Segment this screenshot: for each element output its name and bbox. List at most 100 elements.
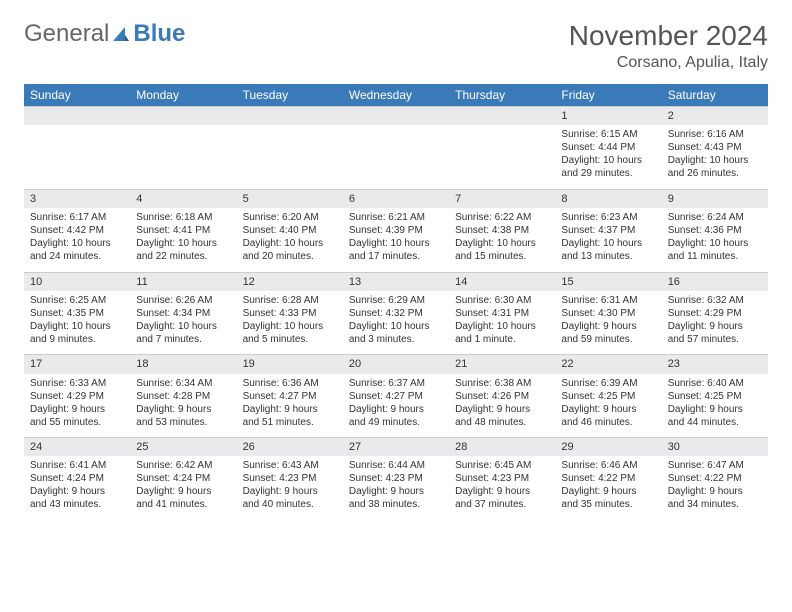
day-detail-cell: Sunrise: 6:29 AMSunset: 4:32 PMDaylight:… — [343, 291, 449, 355]
day-detail-cell: Sunrise: 6:21 AMSunset: 4:39 PMDaylight:… — [343, 208, 449, 272]
sunset-text: Sunset: 4:41 PM — [136, 224, 230, 237]
sunset-text: Sunset: 4:34 PM — [136, 307, 230, 320]
sunset-text: Sunset: 4:39 PM — [349, 224, 443, 237]
day-number-cell: 11 — [130, 272, 236, 291]
daylight-text: Daylight: 10 hours and 20 minutes. — [243, 237, 337, 263]
day-number-cell: 5 — [237, 189, 343, 208]
sunset-text: Sunset: 4:32 PM — [349, 307, 443, 320]
sunrise-text: Sunrise: 6:20 AM — [243, 211, 337, 224]
sunset-text: Sunset: 4:25 PM — [561, 390, 655, 403]
daylight-text: Daylight: 9 hours and 43 minutes. — [30, 485, 124, 511]
sunrise-text: Sunrise: 6:24 AM — [668, 211, 762, 224]
sunrise-text: Sunrise: 6:31 AM — [561, 294, 655, 307]
day-detail-cell: Sunrise: 6:34 AMSunset: 4:28 PMDaylight:… — [130, 374, 236, 438]
sunset-text: Sunset: 4:36 PM — [668, 224, 762, 237]
day-number-cell: 9 — [662, 189, 768, 208]
day-detail-cell: Sunrise: 6:41 AMSunset: 4:24 PMDaylight:… — [24, 456, 130, 520]
sunset-text: Sunset: 4:29 PM — [30, 390, 124, 403]
daylight-text: Daylight: 9 hours and 53 minutes. — [136, 403, 230, 429]
day-detail-cell: Sunrise: 6:22 AMSunset: 4:38 PMDaylight:… — [449, 208, 555, 272]
sunrise-text: Sunrise: 6:21 AM — [349, 211, 443, 224]
calendar-header-row: SundayMondayTuesdayWednesdayThursdayFrid… — [24, 84, 768, 107]
sunset-text: Sunset: 4:44 PM — [561, 141, 655, 154]
day-detail-cell: Sunrise: 6:47 AMSunset: 4:22 PMDaylight:… — [662, 456, 768, 520]
day-detail-row: Sunrise: 6:41 AMSunset: 4:24 PMDaylight:… — [24, 456, 768, 520]
day-number-cell: 18 — [130, 355, 236, 374]
sunset-text: Sunset: 4:24 PM — [30, 472, 124, 485]
sunrise-text: Sunrise: 6:17 AM — [30, 211, 124, 224]
sunrise-text: Sunrise: 6:25 AM — [30, 294, 124, 307]
daylight-text: Daylight: 10 hours and 7 minutes. — [136, 320, 230, 346]
day-number-cell: 28 — [449, 438, 555, 457]
day-number-cell: 6 — [343, 189, 449, 208]
day-header: Friday — [555, 84, 661, 107]
day-detail-cell — [449, 125, 555, 189]
day-detail-row: Sunrise: 6:17 AMSunset: 4:42 PMDaylight:… — [24, 208, 768, 272]
day-detail-cell: Sunrise: 6:45 AMSunset: 4:23 PMDaylight:… — [449, 456, 555, 520]
day-detail-cell: Sunrise: 6:33 AMSunset: 4:29 PMDaylight:… — [24, 374, 130, 438]
daylight-text: Daylight: 9 hours and 41 minutes. — [136, 485, 230, 511]
day-number-row: 17181920212223 — [24, 355, 768, 374]
day-header: Saturday — [662, 84, 768, 107]
day-detail-cell: Sunrise: 6:39 AMSunset: 4:25 PMDaylight:… — [555, 374, 661, 438]
logo: General Blue — [24, 20, 185, 48]
sunset-text: Sunset: 4:27 PM — [243, 390, 337, 403]
calendar-table: SundayMondayTuesdayWednesdayThursdayFrid… — [24, 84, 768, 520]
day-detail-cell: Sunrise: 6:24 AMSunset: 4:36 PMDaylight:… — [662, 208, 768, 272]
sunrise-text: Sunrise: 6:26 AM — [136, 294, 230, 307]
sunset-text: Sunset: 4:43 PM — [668, 141, 762, 154]
daylight-text: Daylight: 10 hours and 1 minute. — [455, 320, 549, 346]
sunset-text: Sunset: 4:23 PM — [243, 472, 337, 485]
day-number-cell: 19 — [237, 355, 343, 374]
day-header: Wednesday — [343, 84, 449, 107]
sunset-text: Sunset: 4:37 PM — [561, 224, 655, 237]
sunset-text: Sunset: 4:33 PM — [243, 307, 337, 320]
sunrise-text: Sunrise: 6:37 AM — [349, 377, 443, 390]
day-detail-cell: Sunrise: 6:43 AMSunset: 4:23 PMDaylight:… — [237, 456, 343, 520]
sunset-text: Sunset: 4:22 PM — [668, 472, 762, 485]
day-detail-cell: Sunrise: 6:36 AMSunset: 4:27 PMDaylight:… — [237, 374, 343, 438]
sunset-text: Sunset: 4:27 PM — [349, 390, 443, 403]
day-number-cell: 17 — [24, 355, 130, 374]
day-number-cell: 16 — [662, 272, 768, 291]
daylight-text: Daylight: 9 hours and 46 minutes. — [561, 403, 655, 429]
day-number-row: 24252627282930 — [24, 438, 768, 457]
day-number-cell: 21 — [449, 355, 555, 374]
day-number-cell: 13 — [343, 272, 449, 291]
day-detail-cell: Sunrise: 6:32 AMSunset: 4:29 PMDaylight:… — [662, 291, 768, 355]
title-block: November 2024 Corsano, Apulia, Italy — [569, 20, 768, 72]
daylight-text: Daylight: 10 hours and 24 minutes. — [30, 237, 124, 263]
day-detail-cell: Sunrise: 6:18 AMSunset: 4:41 PMDaylight:… — [130, 208, 236, 272]
day-number-cell: 7 — [449, 189, 555, 208]
sunrise-text: Sunrise: 6:42 AM — [136, 459, 230, 472]
sunrise-text: Sunrise: 6:39 AM — [561, 377, 655, 390]
sunrise-text: Sunrise: 6:23 AM — [561, 211, 655, 224]
sunset-text: Sunset: 4:28 PM — [136, 390, 230, 403]
day-detail-cell: Sunrise: 6:37 AMSunset: 4:27 PMDaylight:… — [343, 374, 449, 438]
sail-icon — [111, 20, 131, 48]
daylight-text: Daylight: 10 hours and 22 minutes. — [136, 237, 230, 263]
day-number-cell: 23 — [662, 355, 768, 374]
sunrise-text: Sunrise: 6:34 AM — [136, 377, 230, 390]
day-number-cell: 2 — [662, 107, 768, 126]
sunset-text: Sunset: 4:40 PM — [243, 224, 337, 237]
day-number-row: 3456789 — [24, 189, 768, 208]
location: Corsano, Apulia, Italy — [569, 54, 768, 72]
day-detail-cell — [130, 125, 236, 189]
daylight-text: Daylight: 10 hours and 13 minutes. — [561, 237, 655, 263]
day-number-cell: 15 — [555, 272, 661, 291]
day-detail-row: Sunrise: 6:25 AMSunset: 4:35 PMDaylight:… — [24, 291, 768, 355]
day-detail-cell: Sunrise: 6:44 AMSunset: 4:23 PMDaylight:… — [343, 456, 449, 520]
daylight-text: Daylight: 10 hours and 26 minutes. — [668, 154, 762, 180]
day-detail-cell: Sunrise: 6:16 AMSunset: 4:43 PMDaylight:… — [662, 125, 768, 189]
day-number-cell: 30 — [662, 438, 768, 457]
day-number-row: 12 — [24, 107, 768, 126]
daylight-text: Daylight: 9 hours and 38 minutes. — [349, 485, 443, 511]
sunrise-text: Sunrise: 6:36 AM — [243, 377, 337, 390]
day-detail-row: Sunrise: 6:15 AMSunset: 4:44 PMDaylight:… — [24, 125, 768, 189]
day-header: Monday — [130, 84, 236, 107]
sunrise-text: Sunrise: 6:43 AM — [243, 459, 337, 472]
day-number-cell: 25 — [130, 438, 236, 457]
day-number-cell: 27 — [343, 438, 449, 457]
sunrise-text: Sunrise: 6:28 AM — [243, 294, 337, 307]
